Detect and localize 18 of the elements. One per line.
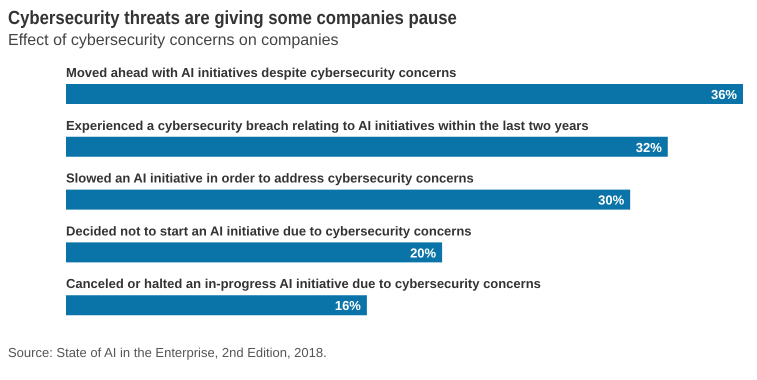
bar [66, 295, 367, 316]
y-tick-label: Canceled or halted an in-progress AI initiative due to cybersecurity concerns [66, 276, 541, 292]
data-label: 36% [710, 87, 738, 102]
data-label: 16% [334, 298, 362, 314]
bar [66, 136, 668, 157]
y-tick-label: Moved ahead with AI initiatives despite cybersecurity concerns [66, 65, 456, 80]
data-label: 30% [598, 192, 625, 208]
source-note: Source: State of AI in the Enterprise, 2nd Edition, 2018. [8, 345, 328, 360]
chart-title: Cybersecurity threats are giving some companies pause [8, 8, 458, 30]
bar [66, 84, 743, 104]
data-label: 32% [636, 140, 662, 155]
y-tick-label: Decided not to start an AI initiative due to cybersecurity concerns [66, 223, 472, 238]
bar [66, 190, 630, 210]
data-label: 20% [410, 245, 437, 260]
chart-subtitle: Effect of cybersecurity concerns on companies [8, 32, 340, 50]
y-tick-label: Slowed an AI initiative in order to address cybersecurity concerns [66, 170, 474, 186]
y-tick-label: Experienced a cybersecurity breach relating to AI initiatives within the last two years [66, 118, 589, 133]
bar [66, 242, 442, 262]
